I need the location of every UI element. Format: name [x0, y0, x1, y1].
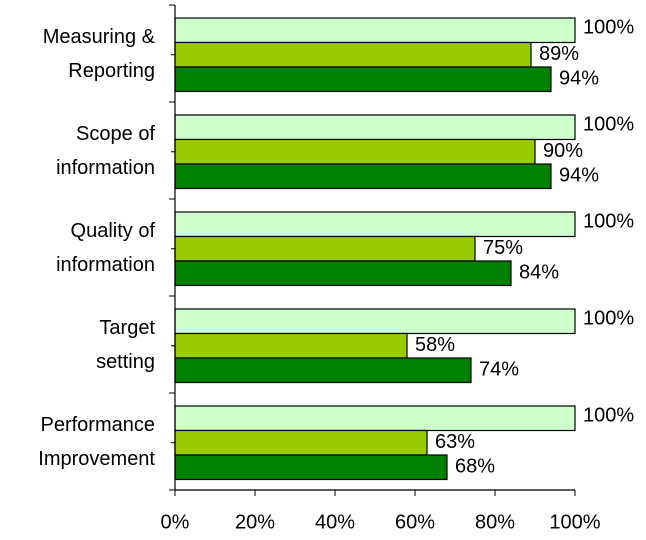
bar — [174, 163, 552, 190]
category-label: Target setting — [96, 317, 155, 373]
bar — [174, 357, 472, 384]
x-tick-label: 60% — [395, 511, 435, 533]
value-label: 84% — [519, 262, 559, 284]
bar — [174, 429, 428, 456]
value-label: 58% — [415, 334, 455, 356]
x-tick-label: 0% — [161, 511, 190, 533]
value-label: 68% — [455, 456, 495, 478]
bar — [174, 260, 512, 287]
value-label: 100% — [583, 114, 634, 136]
bar — [174, 454, 448, 481]
bar — [174, 235, 476, 262]
value-label: 100% — [583, 211, 634, 233]
category-label: Measuring & Reporting — [43, 26, 156, 82]
value-label: 100% — [583, 17, 634, 39]
category-label: Quality of information — [56, 220, 155, 276]
value-label: 100% — [583, 405, 634, 427]
bar — [174, 114, 576, 141]
x-tick-label: 100% — [549, 511, 600, 533]
x-tick-label: 40% — [315, 511, 355, 533]
value-label: 75% — [483, 237, 523, 259]
value-label: 74% — [479, 359, 519, 381]
bar — [174, 332, 408, 359]
category-label: Scope of information — [56, 123, 155, 179]
value-label: 89% — [539, 43, 579, 65]
value-label: 94% — [559, 165, 599, 187]
bar — [174, 405, 576, 432]
bar — [174, 17, 576, 44]
category-label: Performance Improvement — [38, 414, 155, 470]
value-label: 94% — [559, 68, 599, 90]
bar — [174, 211, 576, 238]
x-tick-label: 20% — [235, 511, 275, 533]
x-tick-label: 80% — [475, 511, 515, 533]
value-label: 100% — [583, 308, 634, 330]
bar — [174, 66, 552, 93]
bar — [174, 41, 532, 68]
bar — [174, 308, 576, 335]
bar — [174, 138, 536, 165]
value-label: 90% — [543, 140, 583, 162]
value-label: 63% — [435, 431, 475, 453]
